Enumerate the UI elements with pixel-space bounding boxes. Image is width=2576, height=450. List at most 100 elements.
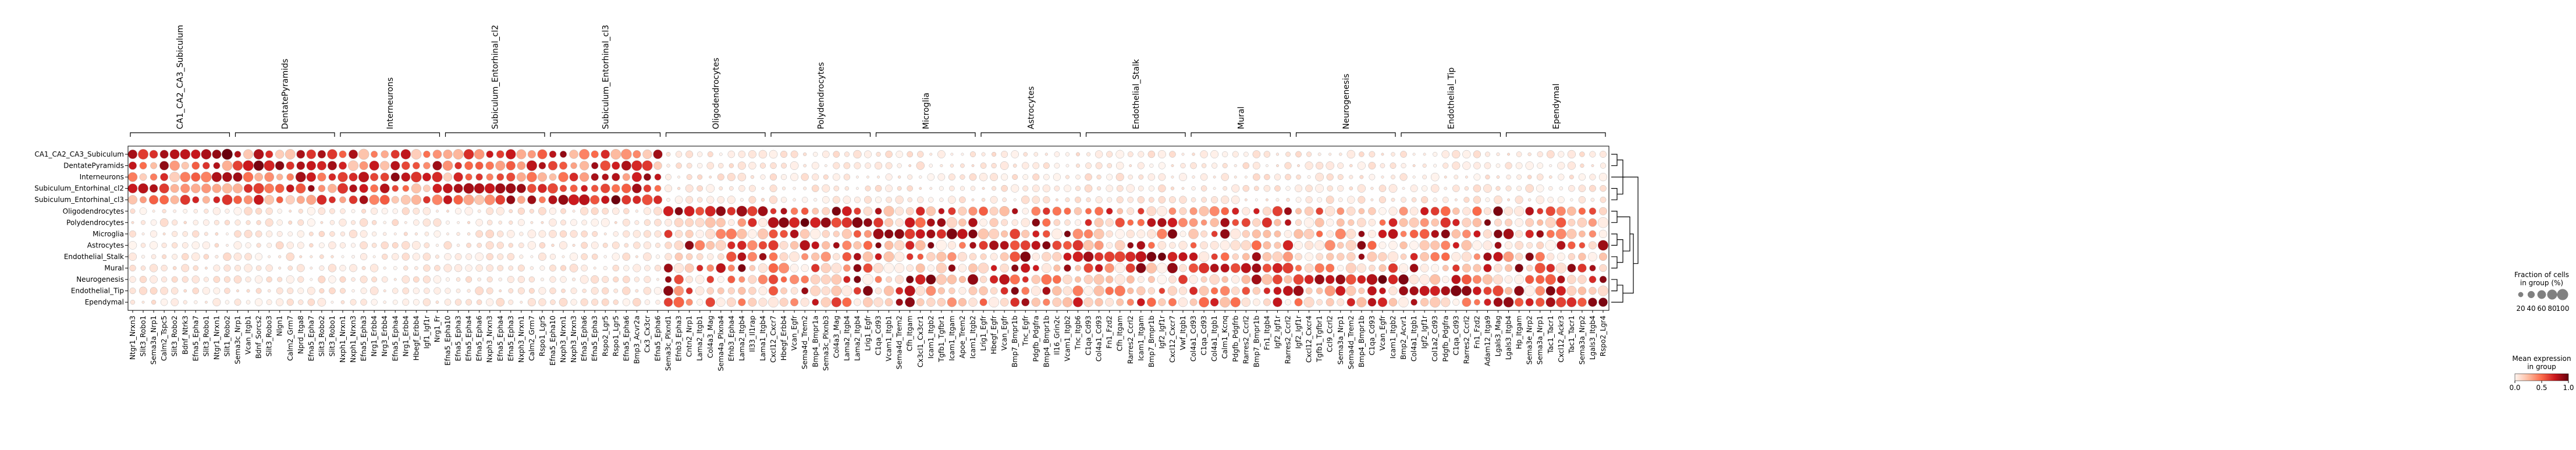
dot <box>204 300 208 304</box>
dot <box>201 149 212 160</box>
dot <box>1368 218 1376 226</box>
dot <box>1546 263 1555 273</box>
gene-label: Sema4d_Trem2 <box>801 316 809 369</box>
gene-label: Col4a3_Mag <box>832 316 840 358</box>
dot <box>582 288 587 293</box>
dot <box>635 255 638 258</box>
dot <box>1094 240 1104 250</box>
dot <box>1011 264 1019 272</box>
row-label: Neurogenesis <box>76 275 124 284</box>
dot <box>1536 184 1544 193</box>
dot <box>758 297 768 307</box>
dot <box>379 194 390 205</box>
dot <box>1503 297 1514 308</box>
dot <box>602 207 609 215</box>
dot <box>1303 217 1314 228</box>
dot <box>560 276 567 283</box>
dot <box>1378 264 1387 272</box>
gene-label: Nrg1_Erbb4 <box>401 316 410 356</box>
dot <box>172 266 177 270</box>
dot <box>905 207 914 215</box>
dot <box>886 276 893 283</box>
dot <box>897 175 901 179</box>
dot <box>1409 286 1419 296</box>
dot <box>138 148 149 160</box>
dot <box>1200 150 1208 158</box>
dot <box>1115 217 1125 228</box>
dot <box>883 205 894 217</box>
dot <box>1064 230 1071 238</box>
gene-label: Vcan_Egfr <box>1378 316 1387 350</box>
dot <box>194 300 198 304</box>
dot <box>193 265 199 271</box>
dot <box>1095 196 1103 204</box>
dot <box>1337 298 1345 306</box>
dot <box>560 265 567 271</box>
dot <box>844 186 850 191</box>
dot <box>937 173 946 181</box>
dot <box>726 228 737 240</box>
dot <box>1555 217 1566 228</box>
dot <box>412 253 420 261</box>
dot <box>801 253 809 261</box>
dot <box>130 299 136 305</box>
dot <box>392 219 399 226</box>
dot <box>1452 185 1460 192</box>
dot <box>1063 240 1072 250</box>
dot <box>1537 219 1544 226</box>
dot <box>706 253 714 260</box>
dot <box>803 186 807 190</box>
gene-label: Calm1_Kcnq <box>1221 316 1229 359</box>
dot <box>369 172 379 182</box>
dot <box>233 241 242 250</box>
dot <box>1168 297 1177 307</box>
dot <box>958 242 966 249</box>
dot <box>1220 297 1231 308</box>
dot <box>1430 285 1440 296</box>
dot <box>1210 196 1218 204</box>
dot <box>1316 287 1323 295</box>
dot <box>1126 184 1135 193</box>
dot <box>382 232 387 236</box>
dot <box>1430 240 1440 250</box>
dot <box>508 265 514 271</box>
dot <box>297 219 304 226</box>
dot <box>1094 207 1104 216</box>
dot <box>349 229 358 239</box>
dot <box>917 151 924 158</box>
dot <box>1295 253 1302 261</box>
dot <box>936 263 947 274</box>
dot <box>1189 218 1198 227</box>
dot <box>905 297 915 307</box>
gene-label: Sema3a_Nrp1 <box>1536 316 1544 364</box>
dot <box>634 220 639 225</box>
dot <box>1064 264 1071 272</box>
dot <box>1305 252 1314 261</box>
gene-label: Pdgfb_Pdgfrb <box>1231 316 1239 362</box>
dot <box>150 230 158 238</box>
dot <box>130 208 136 214</box>
dot <box>485 229 495 239</box>
dot <box>1137 276 1145 284</box>
dot <box>180 149 191 160</box>
gene-label: Vcan_Egfr <box>790 316 798 350</box>
dot <box>1589 173 1596 180</box>
dot <box>1023 152 1028 157</box>
dot <box>842 251 852 261</box>
dot <box>1473 184 1481 193</box>
dot <box>306 161 317 171</box>
dot <box>673 296 684 308</box>
dot <box>1021 229 1030 239</box>
dot <box>800 240 811 251</box>
dot <box>1146 206 1157 217</box>
dot <box>1545 286 1556 296</box>
dot <box>822 241 830 250</box>
dot <box>635 289 639 293</box>
dot <box>276 287 283 295</box>
dot <box>622 298 630 306</box>
dot <box>1378 275 1387 284</box>
dot <box>991 162 997 169</box>
dot <box>1349 164 1353 168</box>
dot <box>414 266 418 270</box>
dot <box>1147 218 1156 228</box>
